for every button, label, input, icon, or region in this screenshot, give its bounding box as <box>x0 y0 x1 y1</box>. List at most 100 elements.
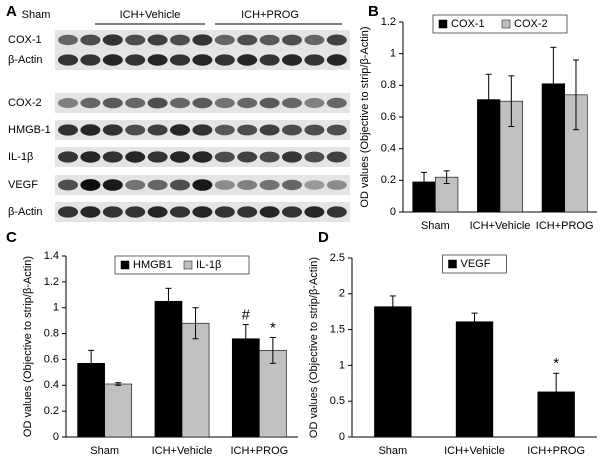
legend-label: VEGF <box>461 258 491 270</box>
error-bar <box>192 307 199 340</box>
blot-band <box>147 54 168 66</box>
blot-band <box>125 206 146 218</box>
blot-band <box>125 34 146 46</box>
y-tick-label: 0 <box>390 206 396 218</box>
legend-box <box>432 14 568 34</box>
group-label: Sham <box>22 9 51 21</box>
blot-band <box>214 97 235 109</box>
x-tick-label: ICH+Vehicle <box>444 445 505 457</box>
y-axis-label: OD values (Objective to strip/β-Actin) <box>308 257 320 438</box>
blot-band <box>80 124 101 136</box>
error-bar <box>508 75 515 127</box>
legend-label: COX-2 <box>514 18 548 30</box>
blot-band <box>58 34 78 46</box>
blot-band <box>282 179 302 191</box>
y-tick-label: 0.2 <box>381 174 396 186</box>
blot-band <box>326 151 347 163</box>
error-bar <box>165 287 172 315</box>
blot-band <box>192 97 213 109</box>
blot-band <box>102 34 123 46</box>
blot-band <box>58 54 78 66</box>
blot-band <box>192 34 213 46</box>
y-tick-label: 2.5 <box>330 252 345 264</box>
bar <box>259 350 287 438</box>
blot-band <box>326 34 347 46</box>
y-tick-label: 1 <box>53 302 59 314</box>
panel-label: A <box>6 3 17 20</box>
x-tick-label: ICH+PROG <box>230 445 288 457</box>
legend-swatch <box>448 259 457 269</box>
blot-band <box>259 97 280 109</box>
legend-swatch <box>183 260 193 270</box>
blot-band <box>282 124 302 136</box>
y-tick-label: 1 <box>339 359 345 371</box>
blot-band <box>80 97 101 109</box>
x-tick-label: ICH+Vehicle <box>470 220 531 232</box>
y-tick-label: 0.8 <box>44 327 59 339</box>
legend-swatch <box>501 19 511 29</box>
y-tick-label: 0.6 <box>44 353 59 365</box>
blot-band <box>304 98 325 108</box>
blot-band <box>102 54 123 66</box>
blot-band <box>214 124 235 136</box>
blot-row-label: β-Actin <box>8 206 42 218</box>
blot-band <box>147 206 168 218</box>
blot-row-label: COX-2 <box>8 97 42 109</box>
blot: COX-1 β-Actin COX-2 HMGB-1 IL-1β VEGF β-Actin <box>8 30 350 222</box>
error-bar <box>421 171 428 192</box>
group-label: ICH+Vehicle <box>120 9 181 21</box>
y-tick-label: 1.5 <box>330 324 345 336</box>
blot-band <box>304 180 325 190</box>
blot-band <box>192 124 213 136</box>
panel-label: B <box>368 3 379 20</box>
error-bar <box>389 295 396 318</box>
blot-band <box>304 34 325 46</box>
blot-band <box>58 151 78 163</box>
blot-band <box>170 206 190 218</box>
error-bar <box>485 73 492 126</box>
blot-band <box>214 34 235 46</box>
blot-band <box>170 151 190 163</box>
error-bar <box>471 312 478 331</box>
panel-label: D <box>318 229 329 246</box>
blot-band <box>237 180 258 190</box>
blot-band <box>170 97 190 109</box>
y-tick-label: 0.4 <box>381 143 396 155</box>
blot-band <box>80 179 101 191</box>
error-bar <box>443 170 450 184</box>
blot-band <box>125 151 146 163</box>
error-bar <box>88 349 95 377</box>
blot-band <box>326 97 347 109</box>
blot-band <box>170 34 190 46</box>
blot-band <box>259 124 280 136</box>
blot-band <box>237 206 258 218</box>
y-tick-label: 1.2 <box>381 16 396 28</box>
y-tick-label: 0 <box>53 431 59 443</box>
blot-band <box>58 124 78 136</box>
blot-band <box>170 54 190 66</box>
blot-band <box>58 179 78 191</box>
blot-band <box>304 151 325 163</box>
legend-swatch <box>120 260 130 270</box>
y-axis-label: OD values (Objective to strip/β-Actin) <box>22 256 34 437</box>
y-tick-label: 0.5 <box>330 395 345 407</box>
blot-row-label: IL-1β <box>8 151 33 163</box>
blot-band <box>102 206 123 218</box>
blot-band <box>170 179 190 191</box>
blot-band <box>214 151 235 163</box>
annotation: * <box>270 319 276 336</box>
blot-band <box>214 180 235 190</box>
x-tick-label: Sham <box>378 445 407 457</box>
bar <box>231 338 260 438</box>
blot-band <box>80 206 101 218</box>
error-bar <box>553 372 560 412</box>
blot-band <box>125 179 146 191</box>
blot-band <box>147 124 168 136</box>
blot-band <box>102 97 123 109</box>
blot-band <box>259 206 280 218</box>
blot-band <box>326 206 347 218</box>
x-tick-label: ICH+PROG <box>527 445 585 457</box>
blot-band <box>102 151 123 163</box>
blot-band <box>304 124 325 136</box>
